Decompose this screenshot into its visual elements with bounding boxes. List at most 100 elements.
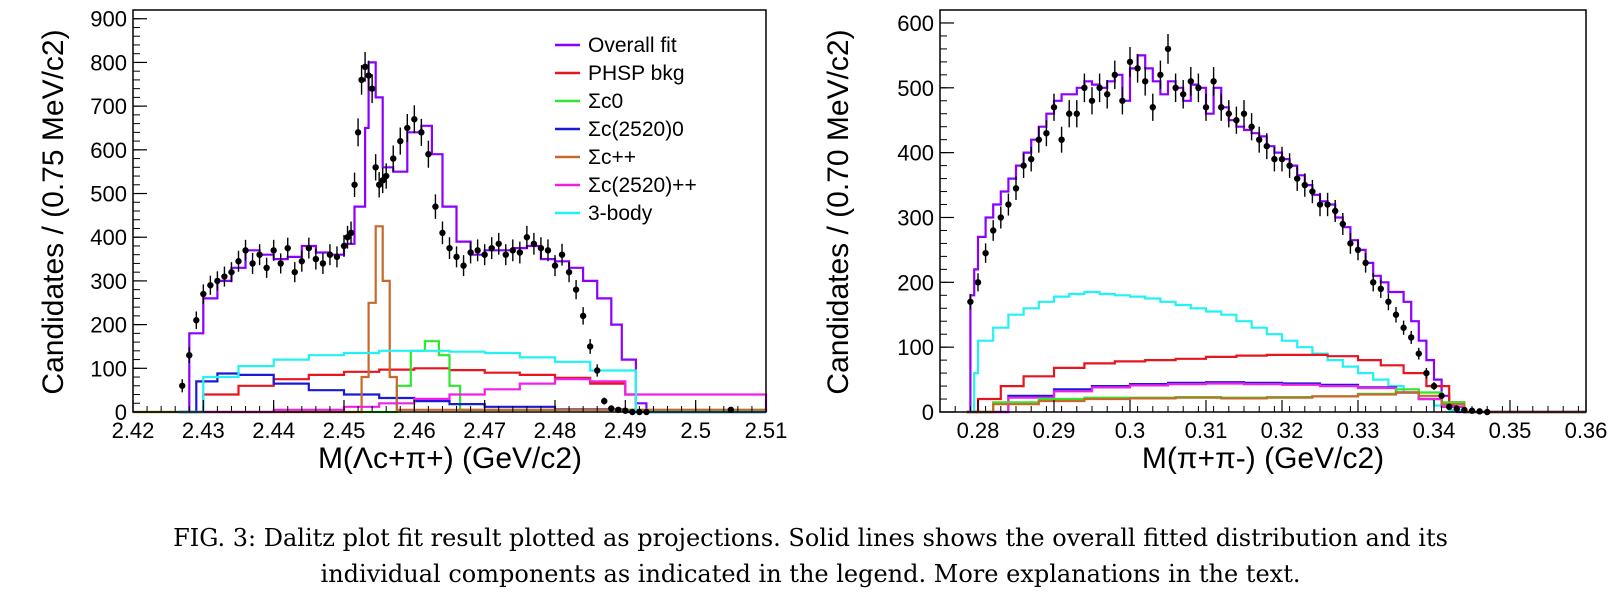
y-tick-label: 900: [90, 7, 127, 32]
data-point: [418, 129, 425, 136]
caption-line-2: individual components as indicated in th…: [320, 560, 1301, 588]
data-point: [340, 242, 348, 250]
data-point: [277, 260, 284, 267]
data-point: [1202, 104, 1210, 111]
data-point: [1096, 84, 1103, 92]
series--c-2520--line: [966, 382, 1586, 414]
data-point: [263, 264, 270, 272]
data-point: [594, 367, 601, 374]
left-x-axis-label: M(Λc+π+) (GeV/c2): [318, 442, 582, 475]
data-point: [1286, 162, 1293, 169]
legend-label: Overall fit: [588, 34, 677, 57]
data-point: [193, 317, 200, 324]
data-point: [390, 155, 397, 162]
data-point: [365, 72, 372, 79]
data-point: [1354, 246, 1362, 254]
legend: Overall fit PHSP bkg Σc0 Σc(2520)0 Σc++ Σc(25…: [555, 34, 697, 225]
data-point: [1392, 311, 1400, 318]
series--c--line: [966, 391, 1586, 414]
data-point: [1050, 104, 1058, 111]
x-tick-label: 0.33: [1337, 418, 1380, 443]
y-tick-label: 500: [90, 182, 127, 207]
data-point: [1233, 117, 1240, 124]
left-plot-area: [133, 51, 768, 416]
data-point: [1028, 155, 1035, 163]
data-point: [1400, 324, 1407, 331]
x-tick-label: 2.45: [323, 418, 366, 443]
data-point: [586, 343, 594, 350]
figure-caption: FIG. 3: Dalitz plot fit result plotted a…: [0, 520, 1621, 592]
data-point: [1301, 181, 1309, 189]
data-point: [383, 172, 390, 180]
data-point: [1043, 129, 1050, 137]
data-point: [1187, 78, 1195, 85]
data-point: [530, 240, 538, 247]
x-tick-label: 0.29: [1033, 418, 1076, 443]
data-point: [1134, 65, 1141, 72]
x-tick-label: 0.32: [1261, 418, 1304, 443]
x-tick-label: 0.28: [957, 418, 1000, 443]
x-tick-label: 0.35: [1489, 418, 1532, 443]
data-point: [997, 214, 1004, 221]
data-point: [481, 251, 488, 258]
left-chart-panel: 2.42 2.43 2.44 2.45 2.46 2.47 2.48 2.49 2.5 2.51 0…: [37, 7, 787, 475]
data-point: [1240, 110, 1248, 117]
right-plot-frame: [939, 9, 1587, 413]
data-point: [368, 85, 376, 92]
y-tick-label: 100: [897, 335, 934, 360]
series-3-body-line: [966, 290, 1586, 414]
data-point: [1066, 110, 1073, 117]
data-point: [1149, 104, 1157, 111]
y-tick-label: 800: [90, 50, 127, 75]
series-phsp-bkg-line: [966, 353, 1586, 414]
legend-label: PHSP bkg: [588, 62, 685, 85]
data-point: [347, 229, 355, 237]
data-point: [1195, 84, 1202, 92]
legend-label: Σc++: [588, 146, 636, 169]
data-point: [601, 397, 608, 405]
data-point: [579, 312, 587, 320]
x-tick-label: 2.47: [463, 418, 506, 443]
data-point: [1370, 279, 1377, 286]
data-point: [1423, 369, 1430, 377]
data-point: [284, 244, 291, 252]
data-point: [432, 203, 439, 210]
data-point: [502, 251, 509, 258]
series--c-2520-0-line: [178, 372, 766, 414]
data-point: [474, 247, 481, 254]
data-point: [242, 247, 249, 254]
data-point: [326, 251, 334, 258]
data-point: [270, 247, 277, 254]
x-tick-label: 0.34: [1413, 418, 1456, 443]
left-axis-ticks: 2.42 2.43 2.44 2.45 2.46 2.47 2.48 2.49 2.5 2.51 0…: [90, 7, 787, 443]
data-point: [179, 382, 186, 389]
data-point: [1309, 188, 1316, 195]
data-point: [221, 273, 228, 280]
y-tick-label: 200: [897, 270, 934, 295]
series-3-body-line: [178, 349, 766, 414]
data-point: [333, 253, 341, 261]
data-point: [186, 351, 193, 359]
y-tick-label: 200: [90, 313, 127, 338]
data-point: [565, 268, 573, 276]
x-tick-label: 0.36: [1565, 418, 1608, 443]
data-point: [1408, 334, 1415, 341]
x-tick-label: 2.46: [393, 418, 436, 443]
data-point: [228, 268, 235, 276]
y-tick-label: 400: [90, 225, 127, 250]
x-tick-label: 2.51: [745, 418, 788, 443]
data-point: [1225, 110, 1233, 117]
data-point: [572, 286, 580, 293]
data-point: [558, 251, 566, 258]
legend-label: Σc0: [588, 90, 623, 113]
data-point: [982, 249, 989, 257]
data-point: [1210, 78, 1217, 85]
x-tick-label: 0.3: [1115, 418, 1146, 443]
data-point: [467, 249, 474, 256]
data-point: [974, 279, 982, 286]
data-point: [298, 258, 305, 265]
data-point: [460, 262, 467, 269]
data-point: [1073, 110, 1081, 117]
series--c--line: [133, 225, 768, 414]
